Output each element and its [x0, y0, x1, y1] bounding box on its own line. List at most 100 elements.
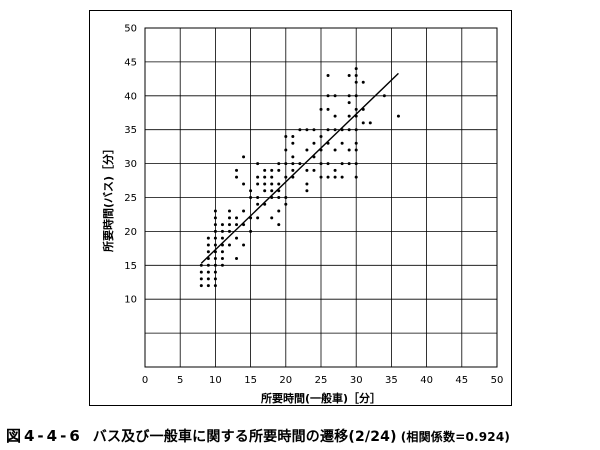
data-point [235, 257, 239, 261]
data-point [319, 162, 323, 166]
data-point [235, 236, 239, 240]
data-point [333, 175, 337, 179]
data-point [213, 229, 217, 233]
data-point [333, 114, 337, 118]
data-point [270, 168, 274, 172]
data-point [199, 263, 203, 267]
data-point [206, 263, 210, 267]
data-points [199, 67, 400, 288]
data-point [277, 196, 281, 199]
data-point [263, 182, 267, 186]
y-axis-title: 所要時間(バス)［分］ [101, 143, 115, 252]
data-point [206, 284, 210, 288]
data-point [347, 73, 351, 77]
data-point [354, 107, 358, 111]
data-point [361, 121, 365, 125]
data-point [354, 148, 358, 152]
data-point [291, 155, 295, 159]
y-tick-label: 50 [124, 24, 137, 35]
data-point [347, 94, 351, 98]
y-tick-label: 25 [124, 193, 137, 204]
data-point [354, 141, 358, 145]
data-point [220, 263, 224, 267]
data-point [326, 94, 330, 98]
x-tick-label: 0 [142, 375, 148, 386]
data-point [220, 250, 224, 254]
data-point [270, 216, 274, 220]
x-tick-label: 25 [315, 375, 328, 386]
data-point [206, 236, 210, 240]
y-tick-label: 45 [124, 57, 137, 68]
data-point [361, 80, 365, 84]
data-point [305, 168, 309, 172]
data-point [213, 277, 217, 281]
x-tick-label: 30 [350, 375, 363, 386]
x-tick-label: 50 [491, 375, 504, 386]
data-point [263, 189, 267, 193]
x-tick-label: 10 [209, 375, 222, 386]
data-point [206, 243, 210, 247]
y-tick-label: 30 [124, 159, 137, 170]
data-point [333, 128, 337, 132]
data-point [227, 216, 231, 220]
x-tick-label: 45 [455, 375, 468, 386]
data-point [220, 223, 224, 227]
data-point [284, 175, 288, 179]
data-point [319, 107, 323, 111]
data-point [227, 223, 231, 227]
figure-caption: 図4-4-6 バス及び一般車に関する所要時間の遷移(2/24) (相関係数=0.92… [6, 425, 598, 446]
data-point [340, 141, 344, 145]
data-point [249, 196, 253, 199]
data-point [284, 196, 288, 199]
data-point [199, 277, 203, 281]
data-point [347, 148, 351, 152]
data-point [270, 175, 274, 179]
data-point [213, 223, 217, 227]
data-point [326, 73, 330, 77]
data-point [227, 209, 231, 213]
x-tick-label: 5 [177, 375, 183, 386]
data-point [199, 270, 203, 274]
x-tick-label: 40 [420, 375, 433, 386]
data-point [277, 223, 281, 227]
data-point [305, 182, 309, 186]
data-point [263, 175, 267, 179]
data-point [242, 243, 246, 247]
data-point [263, 168, 267, 172]
data-point [396, 114, 400, 118]
data-point [256, 196, 260, 199]
data-point [284, 134, 288, 138]
data-point [235, 216, 239, 220]
data-point [333, 148, 337, 152]
data-point [270, 182, 274, 186]
data-point [312, 168, 316, 172]
trend-line [200, 72, 399, 264]
data-point [256, 182, 260, 186]
data-point [326, 107, 330, 111]
data-point [333, 168, 337, 172]
data-point [291, 162, 295, 166]
data-point [354, 175, 358, 179]
data-point [206, 277, 210, 281]
data-point [213, 243, 217, 247]
data-point [213, 270, 217, 274]
data-point [206, 270, 210, 274]
data-point [213, 209, 217, 213]
correlation-coefficient: (相関係数=0.924) [400, 430, 511, 444]
data-point [206, 250, 210, 254]
y-tick-label: 20 [124, 227, 137, 238]
data-point [249, 229, 253, 233]
data-point [199, 284, 203, 288]
data-point [242, 155, 246, 159]
data-point [284, 202, 288, 206]
x-axis-title: 所要時間(一般車)［分］ [261, 391, 381, 405]
x-tick-label: 35 [385, 375, 398, 386]
data-point [347, 128, 351, 132]
data-point [326, 162, 330, 166]
data-point [326, 175, 330, 179]
data-point [340, 162, 344, 166]
data-point [340, 175, 344, 179]
data-point [319, 175, 323, 179]
data-point [354, 80, 358, 84]
figure-title: バス及び一般車に関する所要時間の遷移(2/24) [92, 429, 397, 445]
